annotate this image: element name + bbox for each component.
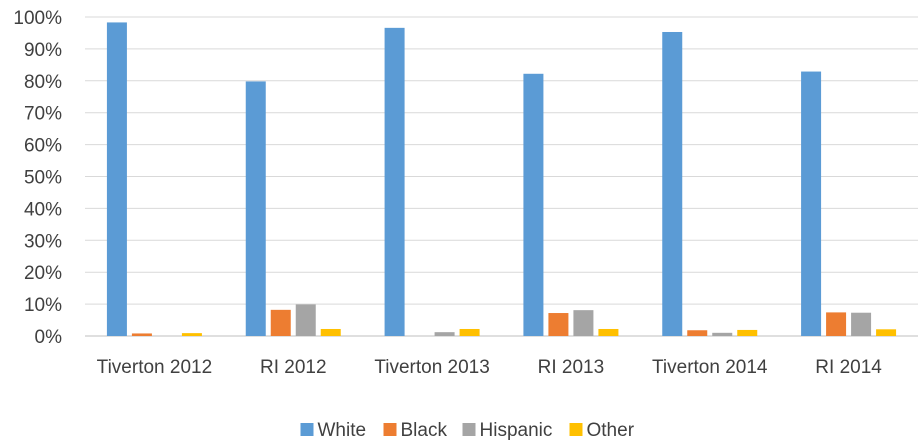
bar-white <box>801 71 822 336</box>
y-tick-label: 50% <box>24 168 62 189</box>
y-tick-label: 40% <box>24 199 62 220</box>
y-tick-label: 20% <box>24 263 62 284</box>
bar-other <box>181 333 202 336</box>
legend-label-black: Black <box>401 420 448 441</box>
bar-black <box>270 309 291 336</box>
y-tick-label: 80% <box>24 72 62 93</box>
x-tick-label: Tiverton 2012 <box>97 357 212 378</box>
legend-label-hispanic: Hispanic <box>480 420 553 441</box>
legend-swatch-white <box>300 423 314 436</box>
legend: White Black Hispanic Other <box>300 420 635 441</box>
bar-hispanic <box>712 332 733 336</box>
y-tick-label: 100% <box>13 8 62 29</box>
x-tick-label: RI 2012 <box>260 357 327 378</box>
bar-black <box>548 313 569 336</box>
bar-other <box>737 329 758 336</box>
x-tick-label: RI 2014 <box>815 357 882 378</box>
x-axis-labels: Tiverton 2012 RI 2012 Tiverton 2013 RI 2013… <box>97 357 883 378</box>
bar-black <box>131 333 152 336</box>
bar-white <box>106 22 127 336</box>
legend-swatch-black <box>383 423 397 436</box>
legend-label-other: Other <box>587 420 635 441</box>
y-tick-label: 30% <box>24 231 62 252</box>
bar-white <box>662 31 683 336</box>
y-tick-label: 10% <box>24 295 62 316</box>
y-axis-ticks: 0% 10% 20% 30% 40% 50% 60% 70% 80% 90% 100% <box>13 8 62 348</box>
bar-black <box>687 330 708 336</box>
legend-label-white: White <box>318 420 367 441</box>
bar-white <box>523 73 544 337</box>
legend-swatch-hispanic <box>462 423 476 436</box>
x-tick-label: Tiverton 2014 <box>652 357 768 378</box>
y-tick-label: 90% <box>24 40 62 61</box>
gridlines <box>85 16 918 337</box>
bar-black <box>826 312 847 336</box>
bar-hispanic <box>573 310 594 336</box>
bar-hispanic <box>434 332 455 336</box>
y-tick-label: 0% <box>35 327 63 348</box>
bar-other <box>876 329 897 336</box>
y-tick-label: 70% <box>24 104 62 125</box>
bar-other <box>320 328 341 336</box>
x-tick-label: RI 2013 <box>538 357 605 378</box>
bar-hispanic <box>295 304 316 336</box>
bars <box>106 22 897 337</box>
bar-white <box>245 81 266 336</box>
bar-other <box>598 328 619 336</box>
bar-hispanic <box>851 312 872 336</box>
bar-other <box>459 328 480 336</box>
x-tick-label: Tiverton 2013 <box>374 357 489 378</box>
legend-swatch-other <box>569 423 583 436</box>
y-tick-label: 60% <box>24 136 62 157</box>
bar-white <box>384 27 405 336</box>
